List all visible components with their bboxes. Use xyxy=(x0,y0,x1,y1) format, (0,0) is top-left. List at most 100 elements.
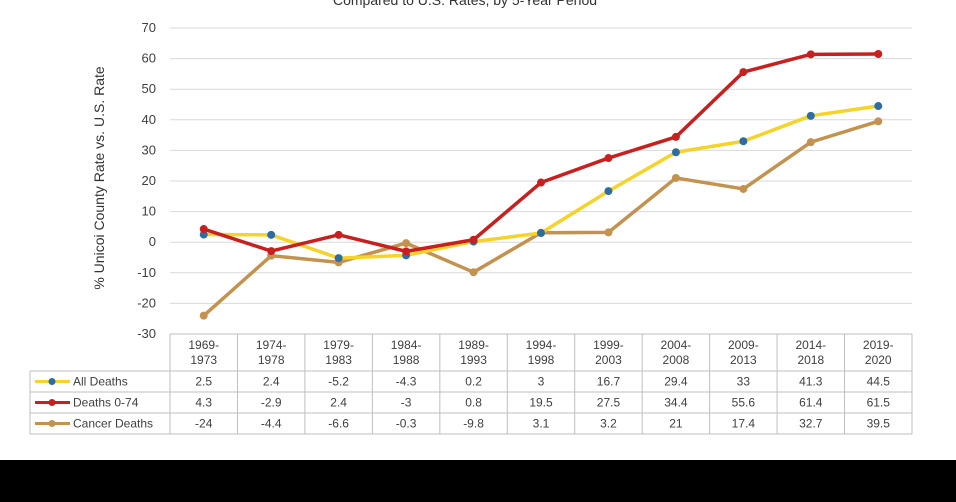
data-point xyxy=(402,239,411,248)
data-point xyxy=(267,230,276,239)
data-point xyxy=(874,117,883,126)
data-point xyxy=(874,50,883,59)
table-cell: -3 xyxy=(401,396,412,410)
category-label: 2008 xyxy=(663,353,690,367)
y-tick-label: -30 xyxy=(137,326,156,341)
legend-marker xyxy=(48,399,56,406)
data-table: 1969-1973 1974-1978 1979-1983 1984-1988 1989… xyxy=(29,333,913,435)
category-label: 1989- xyxy=(458,338,489,352)
y-tick-label: 40 xyxy=(142,112,156,127)
category-label: 1999- xyxy=(593,338,624,352)
y-tick-label: 20 xyxy=(142,173,156,188)
data-point xyxy=(199,225,208,234)
category-label: 1993 xyxy=(460,353,487,367)
table-cell: 39.5 xyxy=(867,417,891,431)
table-cell: 55.6 xyxy=(732,396,756,410)
data-point xyxy=(537,229,545,238)
table-cell: -24 xyxy=(195,417,213,431)
data-point xyxy=(199,311,208,320)
legend-label: Cancer Deaths xyxy=(73,417,153,431)
category-label: 1998 xyxy=(528,353,555,367)
table-cell: -9.8 xyxy=(463,417,484,431)
table-cell: 3 xyxy=(538,375,545,389)
category-label: 1979- xyxy=(323,338,354,352)
category-label: 1978 xyxy=(258,353,285,367)
table-cell: 32.7 xyxy=(799,417,823,431)
legend-label: All Deaths xyxy=(73,375,128,389)
data-point xyxy=(806,138,815,147)
legend-marker xyxy=(48,378,56,385)
category-label: 2004- xyxy=(661,338,692,352)
category-label: 2020 xyxy=(865,353,892,367)
table-cell: 29.4 xyxy=(664,375,688,389)
table-cell: 61.5 xyxy=(867,396,891,410)
table-cell: 61.4 xyxy=(799,396,823,410)
category-label: 2014- xyxy=(795,338,826,352)
category-label: 1988 xyxy=(393,353,420,367)
category-label: 1983 xyxy=(325,353,352,367)
data-point xyxy=(671,132,680,141)
table-cell: 34.4 xyxy=(664,396,688,410)
data-point xyxy=(739,68,748,77)
table-cell: 3.1 xyxy=(533,417,550,431)
table-cell: -5.2 xyxy=(328,375,349,389)
category-label: 2013 xyxy=(730,353,757,367)
table-cell: 21 xyxy=(669,417,683,431)
category-label: 1994- xyxy=(526,338,557,352)
data-point xyxy=(199,230,208,239)
y-tick-label: 60 xyxy=(142,51,156,66)
y-tick-label: 70 xyxy=(142,20,156,35)
data-point xyxy=(537,178,545,187)
data-point xyxy=(469,268,478,277)
category-label: 2019- xyxy=(863,338,894,352)
table-cell: 16.7 xyxy=(597,375,621,389)
data-point xyxy=(739,184,748,193)
data-point xyxy=(267,247,276,256)
table-cell: 2.4 xyxy=(263,375,280,389)
data-point xyxy=(604,187,613,196)
table-cell: 41.3 xyxy=(799,375,823,389)
table-cell: 3.2 xyxy=(600,417,617,431)
y-tick-label: 50 xyxy=(142,81,156,96)
series-line xyxy=(203,52,879,254)
table-cell: -4.4 xyxy=(261,417,282,431)
category-label: 2003 xyxy=(595,353,622,367)
data-point xyxy=(806,111,815,120)
data-point xyxy=(402,247,411,256)
y-tick-label: 0 xyxy=(149,234,156,249)
table-cell: 0.8 xyxy=(465,396,482,410)
category-label: 2009- xyxy=(728,338,759,352)
data-point xyxy=(604,154,613,163)
y-tick-label: 10 xyxy=(142,204,156,219)
y-tick-label: -10 xyxy=(137,265,156,280)
data-point xyxy=(469,235,478,244)
data-point xyxy=(334,254,343,263)
legend-marker xyxy=(48,420,56,427)
table-cell: 4.3 xyxy=(195,396,212,410)
chart-title: Compared to U.S. Rates, by 5-Year Period xyxy=(333,0,597,8)
category-label: 1974- xyxy=(256,338,287,352)
table-cell: 19.5 xyxy=(529,396,553,410)
table-cell: 44.5 xyxy=(867,375,891,389)
bottom-black-bar xyxy=(0,460,956,502)
legend-label: Deaths 0-74 xyxy=(73,396,139,410)
data-point xyxy=(671,173,680,182)
table-cell: -2.9 xyxy=(261,396,282,410)
table-cell: -4.3 xyxy=(396,375,417,389)
data-point xyxy=(671,148,680,157)
category-label: 2018 xyxy=(797,353,824,367)
table-cell: -6.6 xyxy=(328,417,349,431)
table-cell: 2.4 xyxy=(330,396,347,410)
data-point xyxy=(604,228,613,237)
table-cell: -0.3 xyxy=(396,417,417,431)
table-cell: 0.2 xyxy=(465,375,482,389)
y-tick-label: -20 xyxy=(137,295,156,310)
data-point xyxy=(739,137,748,146)
table-cell: 2.5 xyxy=(195,375,212,389)
category-label: 1973 xyxy=(190,353,217,367)
category-label: 1969- xyxy=(188,338,219,352)
data-point xyxy=(334,230,343,239)
category-label: 1984- xyxy=(391,338,422,352)
table-cell: 33 xyxy=(737,375,751,389)
